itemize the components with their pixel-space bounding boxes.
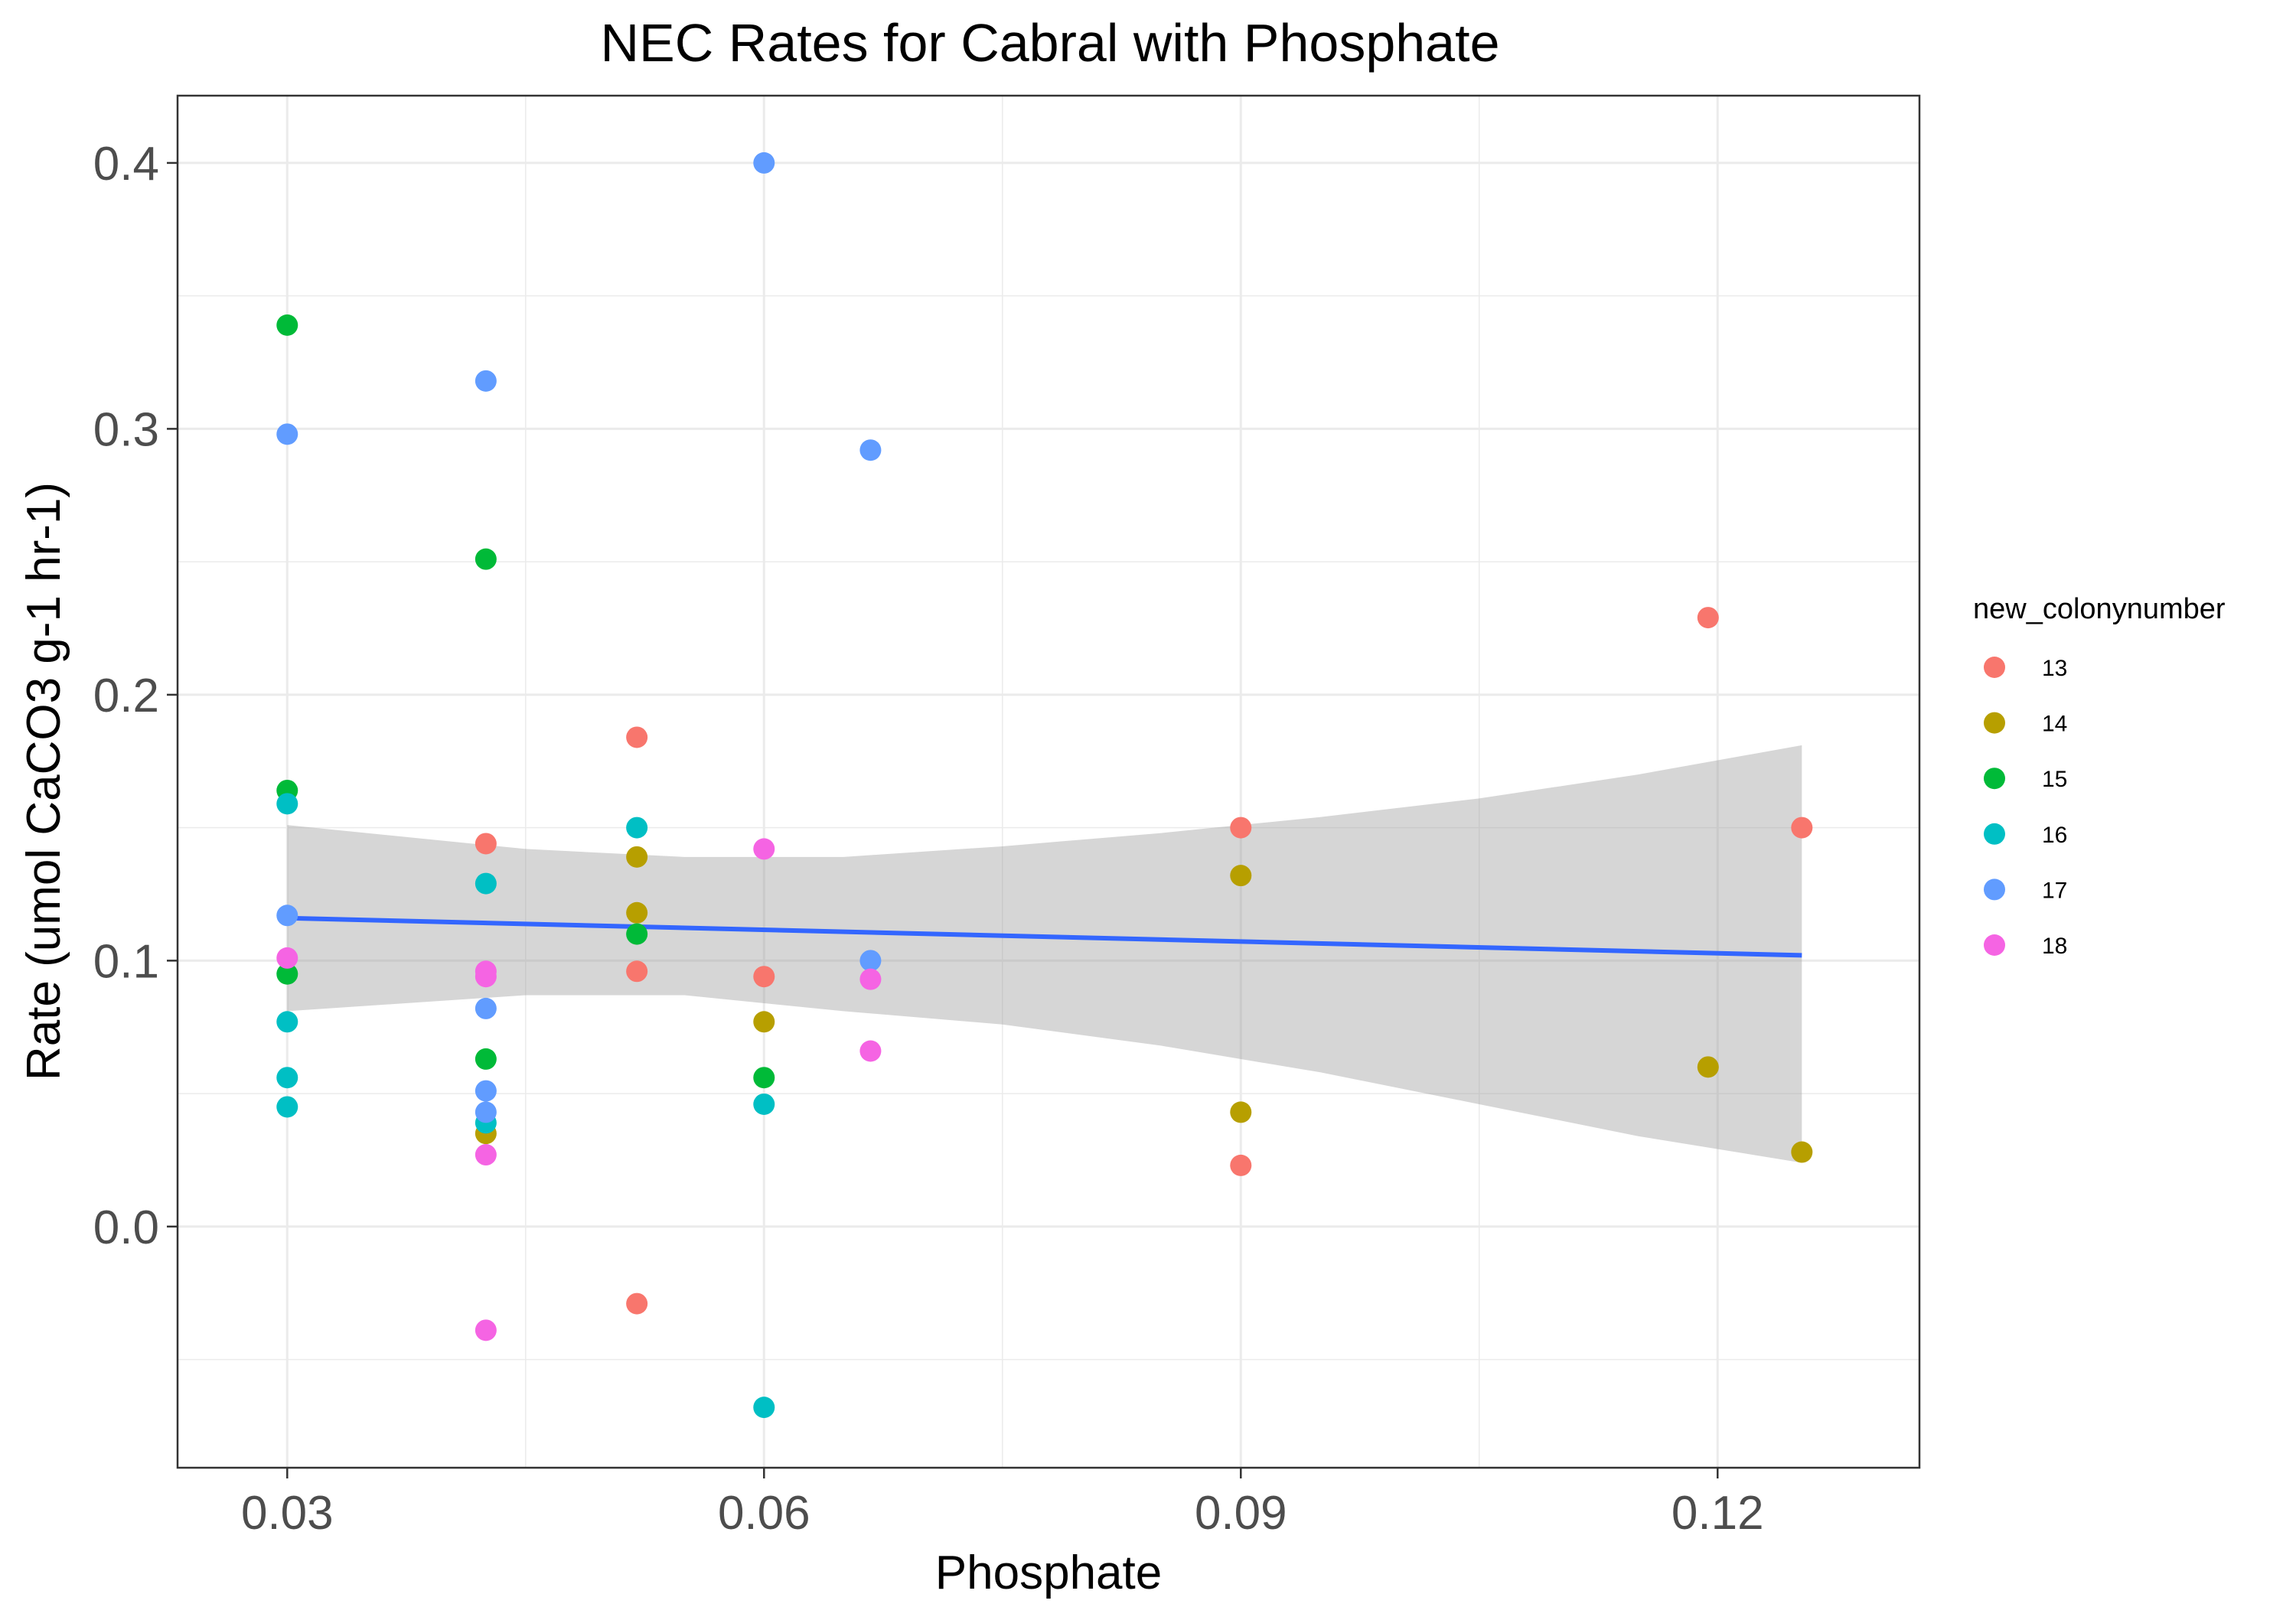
point-colony-17	[276, 905, 298, 927]
point-colony-14	[1697, 1056, 1719, 1078]
point-colony-14	[626, 901, 648, 924]
point-colony-15	[626, 923, 648, 945]
point-colony-15	[276, 963, 298, 985]
legend-key-13	[1984, 657, 2005, 678]
point-colony-13	[1697, 607, 1719, 629]
point-colony-13	[626, 726, 648, 748]
point-colony-16	[276, 1096, 298, 1118]
legend-label-16: 16	[2042, 823, 2067, 848]
point-colony-13	[753, 966, 775, 988]
legend-items: 13 14 15 16 17 18	[1984, 656, 2067, 959]
point-colony-18	[276, 947, 298, 969]
trend-line	[287, 915, 1802, 958]
point-colony-16	[276, 1011, 298, 1033]
point-colony-15	[276, 314, 298, 336]
minor-gridlines	[178, 96, 1919, 1468]
x-tick-label: 0.12	[1671, 1487, 1764, 1540]
point-colony-13	[626, 1292, 648, 1315]
legend-key-16	[1984, 823, 2005, 845]
point-colony-13	[1230, 1154, 1252, 1176]
point-colony-17	[753, 152, 775, 174]
y-tick-label: 0.1	[93, 935, 159, 988]
point-colony-17	[475, 1101, 497, 1123]
legend-label-15: 15	[2042, 767, 2067, 792]
plot-border	[176, 94, 1921, 1469]
x-axis-ticks: 0.03 0.06 0.09 0.12	[241, 1468, 1764, 1540]
y-tick-label: 0.2	[93, 670, 159, 722]
point-colony-16	[626, 817, 648, 839]
y-tick-label: 0.0	[93, 1201, 159, 1254]
point-colony-14	[1230, 865, 1252, 887]
point-colony-14	[1791, 1141, 1813, 1163]
point-colony-15	[475, 548, 497, 570]
x-tick-label: 0.06	[718, 1487, 810, 1540]
point-colony-17	[859, 950, 882, 972]
point-colony-18	[859, 968, 882, 990]
plot-panel	[178, 96, 1919, 1468]
x-tick-label: 0.03	[241, 1487, 334, 1540]
y-tick-label: 0.4	[93, 138, 159, 191]
legend: new_colonynumber 13 14 15 16 17 18	[1973, 593, 2226, 959]
data-points	[276, 152, 1813, 1419]
point-colony-16	[475, 872, 497, 895]
point-colony-17	[475, 370, 497, 392]
x-axis-title: Phosphate	[935, 1547, 1162, 1599]
legend-key-18	[1984, 934, 2005, 956]
legend-label-17: 17	[2042, 878, 2067, 903]
point-colony-13	[1230, 817, 1252, 839]
point-colony-18	[753, 838, 775, 860]
trend-line-path	[287, 915, 1802, 958]
chart-title: NEC Rates for Cabral with Phosphate	[601, 13, 1500, 73]
point-colony-14	[1230, 1101, 1252, 1123]
legend-key-15	[1984, 768, 2005, 790]
point-colony-13	[475, 833, 497, 855]
point-colony-15	[753, 1067, 775, 1089]
point-colony-18	[475, 966, 497, 988]
y-axis-ticks: 0.0 0.1 0.2 0.3 0.4	[93, 138, 178, 1254]
point-colony-16	[753, 1397, 775, 1419]
confidence-band-area	[287, 745, 1802, 1163]
point-colony-18	[475, 1144, 497, 1166]
point-colony-18	[475, 1319, 497, 1341]
legend-key-17	[1984, 878, 2005, 901]
point-colony-14	[753, 1011, 775, 1033]
point-colony-16	[276, 1067, 298, 1089]
point-colony-14	[626, 846, 648, 868]
point-colony-18	[859, 1040, 882, 1062]
point-colony-16	[753, 1093, 775, 1115]
legend-label-14: 14	[2042, 712, 2067, 737]
point-colony-17	[475, 997, 497, 1019]
legend-title: new_colonynumber	[1973, 593, 2226, 625]
legend-label-18: 18	[2042, 934, 2067, 959]
legend-key-14	[1984, 712, 2005, 734]
point-colony-17	[475, 1080, 497, 1102]
y-tick-label: 0.3	[93, 403, 159, 456]
confidence-band	[287, 745, 1802, 1163]
y-axis-title: Rate (umol CaCO3 g-1 hr-1)	[18, 482, 70, 1081]
point-colony-13	[626, 960, 648, 983]
point-colony-16	[276, 793, 298, 815]
point-colony-17	[276, 423, 298, 445]
point-colony-15	[475, 1048, 497, 1070]
x-tick-label: 0.09	[1195, 1487, 1287, 1540]
point-colony-13	[1791, 817, 1813, 839]
legend-label-13: 13	[2042, 656, 2067, 681]
point-colony-17	[859, 439, 882, 461]
